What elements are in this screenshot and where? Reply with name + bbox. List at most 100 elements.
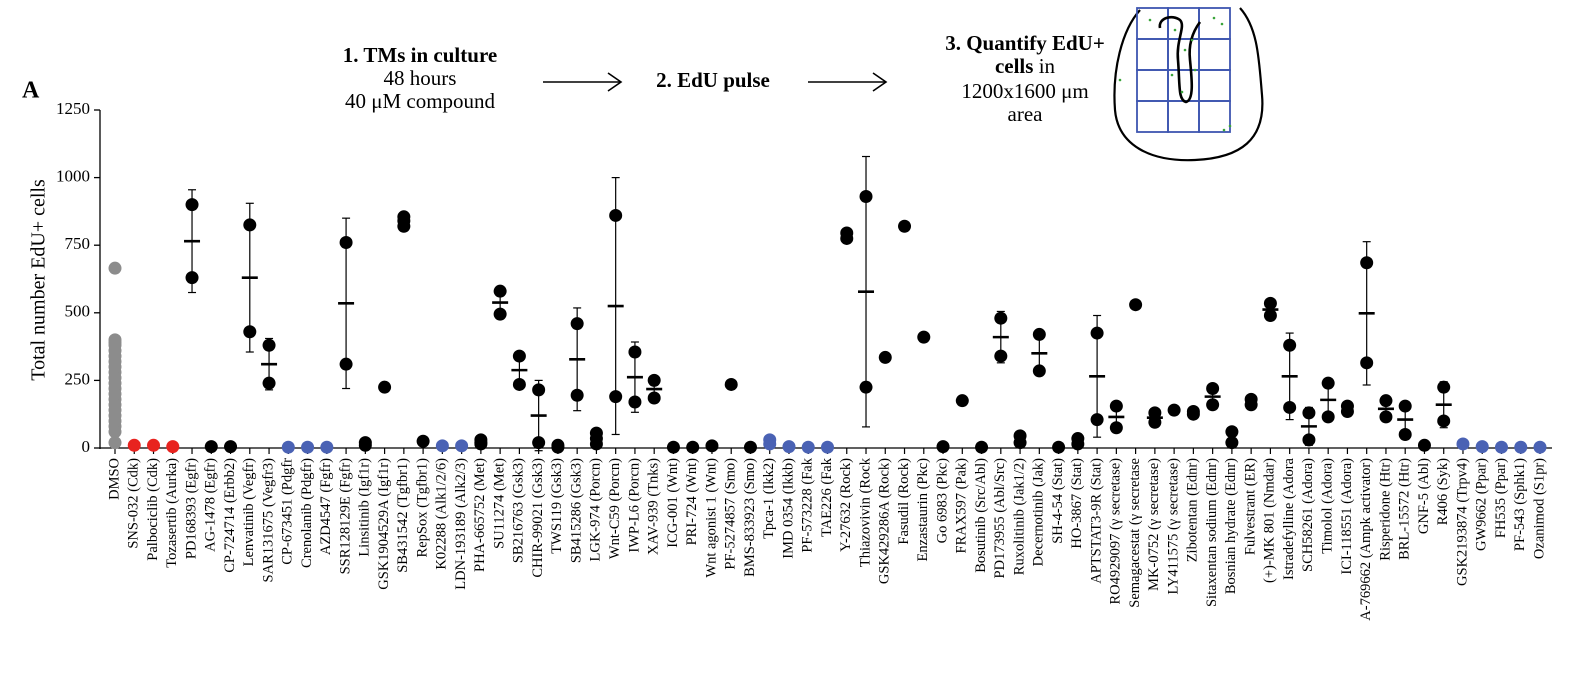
x-tick-label: Y-27632 (Rock) (838, 458, 854, 552)
data-point (493, 307, 507, 321)
data-point (108, 436, 122, 450)
x-tick-label: RO4929097 (γ secretase) (1108, 458, 1124, 605)
x-tick-label: Fasudil (Rock) (896, 458, 912, 545)
data-point (435, 439, 449, 453)
x-tick-label: TAE226 (Fak (819, 457, 835, 537)
y-tick-label: 0 (82, 437, 91, 456)
data-point (570, 388, 584, 402)
data-point (609, 208, 623, 222)
data-point (108, 425, 122, 439)
data-point (185, 198, 199, 212)
x-tick-label: MK-0752 (γ secretase) (1146, 458, 1162, 591)
x-tick-label: Decernotinib (Jak) (1031, 458, 1047, 566)
data-point (1071, 437, 1085, 451)
data-point (358, 438, 372, 452)
data-point (1514, 440, 1528, 454)
x-tick-label: PD168393 (Egfr) (183, 458, 199, 559)
x-tick-label: AZD4547 (Fgfr) (318, 458, 334, 555)
data-point (339, 357, 353, 371)
data-point (647, 373, 661, 387)
x-tick-label: Tozasertib (Aurka) (164, 458, 180, 568)
arrow (543, 72, 888, 92)
x-tick-label: Sitaxentan sodium (Ednr) (1204, 458, 1220, 607)
data-point (686, 440, 700, 454)
x-tick-label: Linsitinib (Igf1r) (357, 458, 373, 557)
data-point (1456, 437, 1470, 451)
data-point (301, 440, 315, 454)
step-title: 2. EdU pulse (656, 68, 770, 92)
x-tick-label: TWS119 (Gsk3) (549, 458, 565, 554)
x-tick-label: PF-5274857 (Smo) (723, 458, 739, 570)
data-point (551, 440, 565, 454)
y-axis-title: Total number EdU+ cells (28, 179, 50, 381)
x-tick-label: FRAX597 (Pak) (954, 458, 970, 554)
x-tick-label: Thiazovivin (Rock (857, 457, 873, 567)
x-tick-label: R406 (Syk) (1435, 458, 1451, 525)
data-point (1379, 394, 1393, 408)
data-point (1437, 414, 1451, 428)
step-text: 40 μM compound (345, 89, 496, 113)
data-point (1283, 400, 1297, 414)
x-tick-label: K02288 (Alk1/2/6) (434, 458, 450, 570)
x-tick-label: GNF-5 (Abl) (1416, 458, 1432, 534)
data-point (1302, 433, 1316, 447)
data-point (378, 380, 392, 394)
x-tick-label: SB216763 (Gsk3) (511, 458, 527, 563)
x-tick-label: LY411575 (γ secretase) (1165, 458, 1181, 595)
data-point (493, 284, 507, 298)
data-point (320, 440, 334, 454)
data-point (840, 231, 854, 245)
data-point (416, 434, 430, 448)
x-tick-label: Semagacestat (γ secretase (1127, 458, 1143, 608)
x-tick-label: Istradefylline (Adora (1281, 457, 1297, 580)
data-point (1167, 403, 1181, 417)
tissue-diagram (1113, 7, 1264, 162)
data-point (1052, 440, 1066, 454)
data-point (589, 437, 603, 451)
x-tick-label: SH-4-54 (Stat) (1050, 458, 1066, 544)
data-point (1302, 406, 1316, 420)
x-tick-label: Risperidone (Htr) (1377, 458, 1393, 561)
data-point (512, 349, 526, 363)
x-tick-label: CP-673451 (Pdgfr (280, 458, 296, 565)
data-point (801, 440, 815, 454)
data-point (859, 190, 873, 204)
data-point (532, 436, 546, 450)
step-text: 48 hours (384, 66, 457, 90)
data-point (262, 338, 276, 352)
data-point (1263, 309, 1277, 323)
data-point (397, 219, 411, 233)
x-tick-label: Wnt agonist 1 (Wnt) (703, 458, 719, 578)
x-tick-label: RepSox (Tgfbr1) (414, 458, 430, 558)
x-tick-label: GSK429286A (Rock) (877, 458, 893, 584)
x-tick-label: XAV-939 (Tnks) (646, 458, 662, 555)
data-point (243, 218, 257, 232)
x-tick-label: PF-543 (Sphk1) (1512, 458, 1528, 551)
data-point (1379, 410, 1393, 424)
data-point (1225, 436, 1239, 450)
data-point (1109, 399, 1123, 413)
data-point (570, 317, 584, 331)
x-tick-label: HO-3867 (Stat) (1069, 458, 1085, 549)
x-tick-label: APTSTAT3-9R (Stat) (1088, 458, 1104, 584)
x-tick-label: IMD 0354 (Ikkb) (780, 458, 796, 559)
data-point (1206, 398, 1220, 412)
x-tick-label: CP-724714 (Erbb2) (222, 458, 238, 573)
y-tick-label: 500 (65, 302, 91, 321)
data-point (204, 440, 218, 454)
x-tick-label: FH535 (Ppar) (1493, 458, 1509, 538)
x-tick-label: SB431542 (Tgfbr1) (395, 458, 411, 573)
data-point (1263, 296, 1277, 310)
data-point (1090, 413, 1104, 427)
data-point (975, 440, 989, 454)
data-point (628, 345, 642, 359)
y-tick-label: 250 (65, 369, 91, 388)
data-point (1129, 298, 1143, 312)
data-point (1360, 256, 1374, 270)
data-point (898, 219, 912, 233)
x-tick-label: LDN-193189 (Alk2/3) (453, 458, 469, 590)
data-point (1283, 338, 1297, 352)
data-point (1244, 398, 1258, 412)
x-tick-label: Enzastaurin (Pkc) (915, 458, 931, 562)
